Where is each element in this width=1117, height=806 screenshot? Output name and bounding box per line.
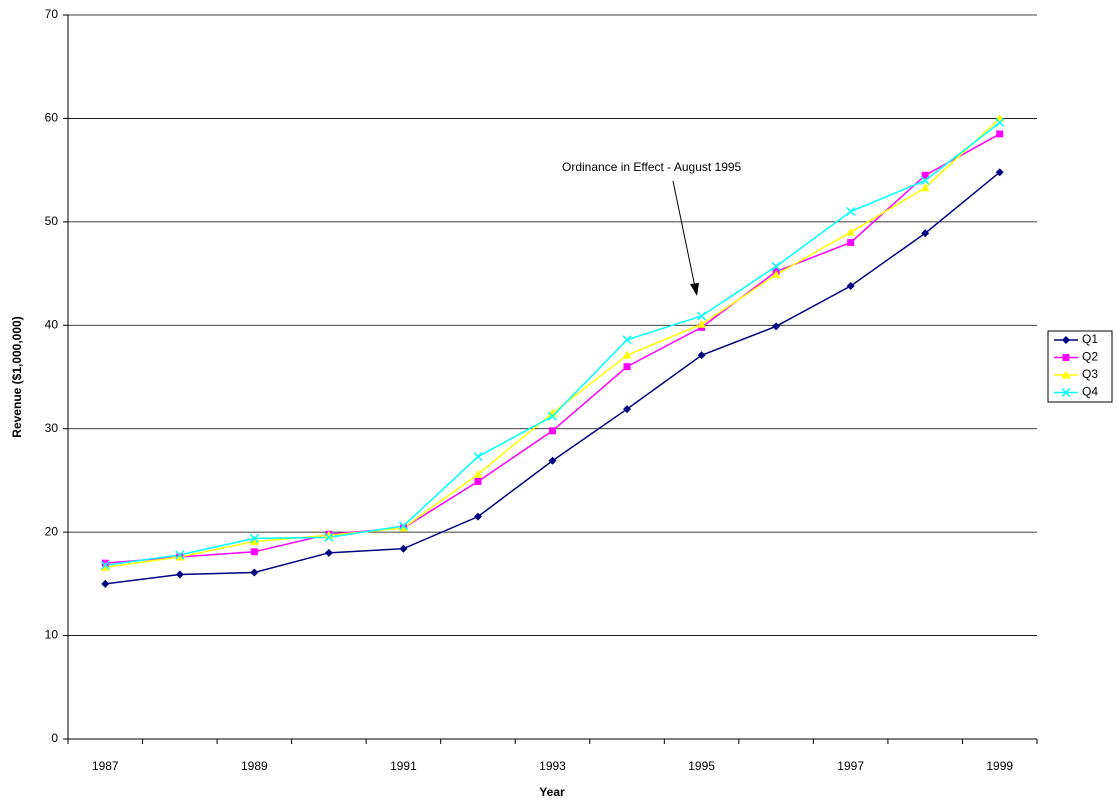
marker <box>846 206 856 217</box>
legend-label: Q3 <box>1082 367 1098 381</box>
y-tick-label: 20 <box>45 524 59 538</box>
marker <box>547 411 558 421</box>
annotation-arrow <box>672 180 696 288</box>
marker <box>846 281 855 290</box>
y-tick-label: 50 <box>45 214 59 228</box>
marker <box>697 351 706 360</box>
marker <box>473 452 483 462</box>
legend-label: Q4 <box>1082 385 1098 399</box>
marker <box>623 405 632 414</box>
marker <box>995 168 1004 177</box>
marker <box>921 171 929 179</box>
marker <box>771 270 781 279</box>
marker <box>921 229 930 238</box>
marker <box>324 530 334 539</box>
marker <box>398 521 408 531</box>
y-tick-label: 30 <box>45 421 59 435</box>
x-axis-title: Year <box>539 785 565 799</box>
x-tick-label: 1991 <box>390 759 417 773</box>
y-tick-label: 70 <box>45 7 59 21</box>
x-tick-label: 1993 <box>539 759 566 773</box>
marker <box>548 456 557 465</box>
x-tick-label: 1997 <box>837 759 864 773</box>
marker <box>996 130 1004 138</box>
marker <box>846 227 856 236</box>
marker <box>1061 387 1071 398</box>
marker <box>249 536 259 545</box>
marker <box>771 261 781 271</box>
marker <box>1062 336 1070 344</box>
marker <box>474 477 482 485</box>
marker <box>623 363 631 371</box>
marker <box>1062 354 1070 361</box>
marker <box>399 544 408 553</box>
arrow-head <box>690 283 699 296</box>
x-tick-label: 1995 <box>688 759 715 773</box>
marker <box>622 335 632 345</box>
marker <box>175 552 185 561</box>
marker <box>249 533 259 543</box>
marker <box>100 560 110 570</box>
marker <box>175 550 185 560</box>
legend-label: Q1 <box>1082 332 1098 346</box>
marker <box>100 562 110 571</box>
marker <box>250 548 258 556</box>
marker <box>101 579 110 588</box>
legend-label: Q2 <box>1082 350 1098 364</box>
marker <box>324 532 334 542</box>
x-tick-label: 1999 <box>986 759 1013 773</box>
marker <box>473 512 482 521</box>
y-tick-label: 40 <box>45 317 59 331</box>
y-tick-label: 10 <box>45 628 59 642</box>
marker <box>398 523 408 532</box>
marker <box>772 322 781 331</box>
y-tick-label: 0 <box>51 731 58 745</box>
x-tick-label: 1987 <box>92 759 119 773</box>
annotation: Ordinance in Effect - August 1995 <box>562 160 742 174</box>
marker <box>995 118 1005 128</box>
x-tick-label: 1989 <box>241 759 268 773</box>
marker <box>1061 370 1071 379</box>
marker <box>250 568 259 577</box>
marker <box>697 311 707 321</box>
marker <box>622 350 632 359</box>
y-axis-title: Revenue ($1,000,000) <box>10 316 24 437</box>
marker <box>549 427 556 435</box>
marker <box>847 239 855 247</box>
marker <box>920 175 930 186</box>
marker <box>324 548 333 557</box>
marker <box>920 183 930 192</box>
marker <box>473 469 483 478</box>
marker <box>175 570 184 579</box>
legend-box <box>1047 330 1113 403</box>
y-tick-label: 60 <box>45 111 59 125</box>
marker <box>697 319 707 328</box>
